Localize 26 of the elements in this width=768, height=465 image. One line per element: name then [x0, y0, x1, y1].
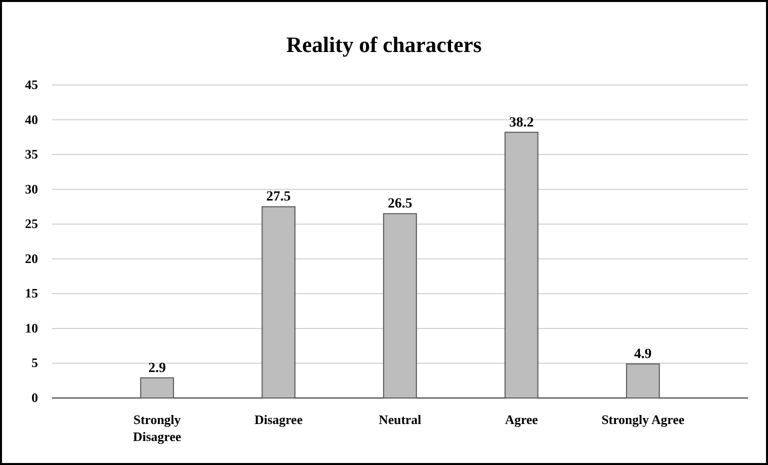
x-tick-label: Disagree	[254, 412, 303, 427]
data-label: 26.5	[388, 196, 412, 212]
y-tick-label: 15	[25, 286, 38, 301]
bar	[383, 213, 417, 398]
y-tick-label: 10	[25, 320, 38, 336]
data-label: 2.9	[148, 360, 166, 376]
y-tick-label: 30	[25, 181, 38, 196]
bar	[626, 363, 660, 398]
x-tick-label: Strongly Disagree	[133, 412, 182, 444]
y-tick-label: 35	[25, 146, 38, 162]
bar	[262, 206, 296, 398]
bar	[504, 132, 538, 398]
bar	[140, 377, 174, 398]
x-tick-label: Strongly Agree	[601, 412, 685, 427]
y-tick-label: 40	[25, 112, 38, 127]
y-tick-label: 0	[32, 390, 38, 405]
data-label: 4.9	[634, 346, 652, 362]
y-tick-label: 5	[32, 355, 38, 370]
y-tick-label: 20	[25, 250, 38, 266]
x-tick-label: Agree	[504, 412, 538, 427]
data-label: 27.5	[266, 190, 291, 205]
y-tick-label: 25	[25, 216, 38, 232]
data-label: 38.2	[509, 115, 534, 130]
y-tick-label: 45	[25, 77, 38, 92]
chart-title: Reality of characters	[286, 32, 482, 57]
x-tick-label: Neutral	[378, 412, 422, 427]
